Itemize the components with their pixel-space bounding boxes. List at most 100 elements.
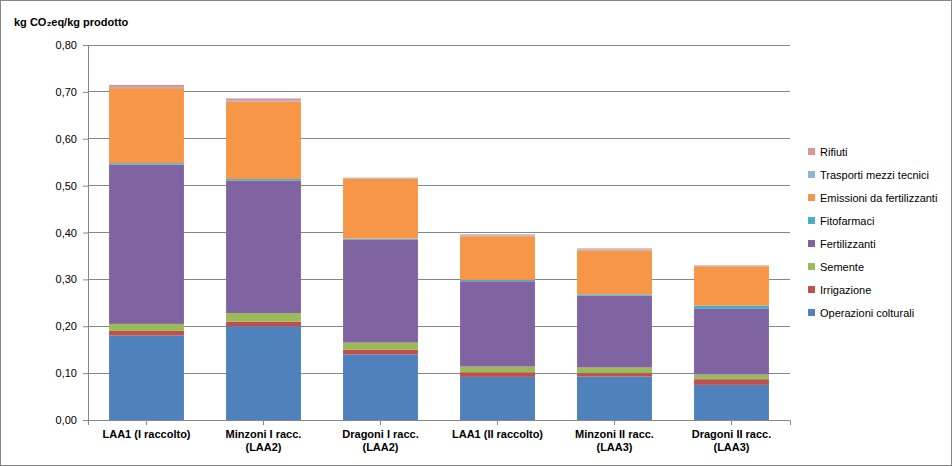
bar-segment: [109, 165, 184, 324]
legend-label: Rifiuti: [820, 146, 848, 158]
bar-segment: [109, 88, 184, 163]
y-tick-label: 0,40: [56, 227, 77, 239]
bar-segment: [694, 265, 769, 266]
bar-segment: [226, 98, 301, 100]
bar-segment: [694, 306, 769, 309]
bar-segment: [577, 376, 652, 420]
grid-line: [88, 91, 790, 92]
bar-segment: [460, 367, 535, 373]
legend-label: Fitofarmaci: [820, 215, 874, 227]
grid-line: [88, 326, 790, 327]
x-tick-mark: [497, 420, 498, 425]
x-axis-line: [89, 421, 791, 426]
bar-segment: [694, 385, 769, 420]
legend-item: Emissioni da fertilizzanti: [808, 192, 937, 204]
legend-label: Semente: [820, 261, 864, 273]
x-tick-mark: [380, 420, 381, 425]
bar-segment: [109, 85, 184, 87]
bar-segment: [343, 343, 418, 350]
grid-line: [88, 45, 790, 46]
x-tick-label: Minzoni I racc.(LAA2): [226, 428, 302, 453]
bar-segment: [460, 235, 535, 237]
bar-segment: [577, 294, 652, 295]
x-tick: LAA1 (I raccolto): [102, 420, 190, 440]
bar-segment: [109, 336, 184, 420]
bar-segment: [343, 350, 418, 355]
y-tick: 0,10: [56, 367, 88, 379]
x-tick-label: Dragoni I racc.(LAA2): [342, 428, 418, 453]
y-tick-mark: [83, 420, 88, 421]
series: [109, 88, 769, 306]
grid: [88, 45, 790, 420]
bar-segment: [343, 177, 418, 178]
bar-segment: [226, 179, 301, 180]
y-tick: 0,80: [56, 39, 88, 51]
legend-item: Trasporti mezzi tecnici: [808, 169, 929, 181]
y-axis: 0,000,100,200,300,400,500,600,700,80: [56, 39, 89, 426]
legend-swatch: [808, 171, 815, 178]
series: [109, 165, 769, 375]
y-tick-mark: [83, 92, 88, 93]
x-tick: Minzoni I racc.(LAA2): [226, 420, 302, 453]
legend-item: Semente: [808, 261, 864, 273]
grid-line: [88, 138, 790, 139]
grid-line: [88, 373, 790, 374]
bar-segment: [343, 354, 418, 420]
bar-segment: [343, 178, 418, 179]
y-tick-mark: [83, 186, 88, 187]
x-tick: LAA1 (II raccolto): [452, 420, 543, 440]
bar-segment: [577, 250, 652, 294]
x-tick-mark: [263, 420, 264, 425]
x-tick-label: Dragoni II racc.(LAA3): [692, 428, 771, 453]
y-tick-mark: [83, 373, 88, 374]
y-tick: 0,40: [56, 227, 88, 239]
bar-segment: [577, 296, 652, 368]
bar-segment: [460, 236, 535, 280]
chart-border: [1, 1, 952, 466]
bar-segment: [226, 313, 301, 321]
y-tick-mark: [83, 233, 88, 234]
legend-item: Irrigazione: [808, 284, 871, 296]
legend-item: Operazioni colturali: [808, 307, 914, 319]
legend-swatch: [808, 286, 815, 293]
bar-segment: [109, 163, 184, 164]
bar-segment: [343, 179, 418, 239]
legend-swatch: [808, 240, 815, 247]
bar-segment: [577, 248, 652, 250]
bar-segment: [460, 234, 535, 236]
y-tick-label: 0,30: [56, 273, 77, 285]
bar-segment: [460, 377, 535, 420]
y-tick: 0,60: [56, 133, 88, 145]
x-tick-label: LAA1 (II raccolto): [452, 428, 543, 440]
legend-item: Fitofarmaci: [808, 215, 874, 227]
series: [109, 87, 769, 266]
bar-segment: [460, 280, 535, 281]
legend-label: Emissioni da fertilizzanti: [820, 192, 937, 204]
bar-segment: [577, 249, 652, 251]
legend-swatch: [808, 263, 815, 270]
grid-line: [88, 185, 790, 186]
bar-segment: [694, 266, 769, 305]
y-tick: 0,20: [56, 320, 88, 332]
legend-label: Irrigazione: [820, 284, 871, 296]
x-tick-label: Minzoni II racc.(LAA3): [575, 428, 654, 453]
y-tick-label: 0,00: [56, 414, 77, 426]
legend: Rifiuti Trasporti mezzi tecnici Emissioni …: [808, 146, 937, 319]
y-tick: 0,70: [56, 86, 88, 98]
legend-swatch: [808, 194, 815, 201]
legend-swatch: [808, 148, 815, 155]
bar-segment: [343, 240, 418, 343]
x-tick-mark: [146, 420, 147, 425]
y-tick-label: 0,70: [56, 86, 77, 98]
series: [109, 326, 769, 420]
y-axis-line: [83, 46, 89, 421]
bar-segment: [460, 281, 535, 366]
legend-swatch: [808, 217, 815, 224]
bar-segment: [226, 322, 301, 327]
y-axis-title: kg CO₂eq/kg prodotto: [14, 16, 129, 28]
bar-segment: [109, 331, 184, 336]
y-tick-mark: [83, 326, 88, 327]
x-tick: Dragoni II racc.(LAA3): [692, 420, 771, 453]
bar-segment: [226, 180, 301, 313]
y-tick-label: 0,60: [56, 133, 77, 145]
